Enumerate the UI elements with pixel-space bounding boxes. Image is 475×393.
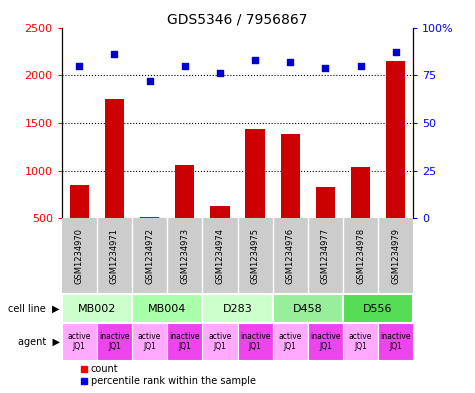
Bar	[62, 323, 97, 360]
Bar	[273, 323, 308, 360]
Bar	[97, 323, 132, 360]
Bar	[62, 294, 132, 323]
Text: inactive
JQ1: inactive JQ1	[170, 332, 200, 351]
Point	[146, 78, 153, 84]
Bar	[308, 323, 343, 360]
Bar	[238, 323, 273, 360]
Bar	[175, 165, 194, 266]
Text: GSM1234979: GSM1234979	[391, 228, 400, 285]
Text: inactive
JQ1: inactive JQ1	[380, 332, 411, 351]
Bar	[351, 167, 370, 266]
Text: active
JQ1: active JQ1	[278, 332, 302, 351]
Text: inactive
JQ1: inactive JQ1	[240, 332, 270, 351]
Text: GSM1234978: GSM1234978	[356, 228, 365, 285]
Bar	[378, 323, 413, 360]
Text: inactive
JQ1: inactive JQ1	[99, 332, 130, 351]
Text: inactive
JQ1: inactive JQ1	[310, 332, 341, 351]
Text: GSM1234974: GSM1234974	[216, 228, 224, 285]
Bar	[246, 129, 265, 266]
Text: D556: D556	[363, 304, 393, 314]
Bar	[105, 99, 124, 266]
Text: active
JQ1: active JQ1	[138, 332, 162, 351]
Bar	[132, 294, 202, 323]
Point	[392, 49, 399, 55]
Text: active
JQ1: active JQ1	[208, 332, 232, 351]
Bar	[386, 61, 405, 266]
Bar	[316, 187, 335, 266]
Bar	[202, 294, 273, 323]
Bar	[210, 206, 229, 266]
Text: GSM1234971: GSM1234971	[110, 228, 119, 285]
Text: GSM1234973: GSM1234973	[180, 228, 189, 285]
Point	[76, 62, 83, 69]
Legend: count, percentile rank within the sample: count, percentile rank within the sample	[77, 361, 260, 390]
Point	[357, 62, 364, 69]
Point	[251, 57, 259, 63]
Point	[216, 70, 224, 76]
Text: GSM1234972: GSM1234972	[145, 228, 154, 285]
Text: active
JQ1: active JQ1	[349, 332, 372, 351]
Text: agent  ▶: agent ▶	[18, 337, 60, 347]
Text: active
JQ1: active JQ1	[67, 332, 91, 351]
Text: GSM1234976: GSM1234976	[286, 228, 294, 285]
Text: MB004: MB004	[148, 304, 186, 314]
Text: GSM1234975: GSM1234975	[251, 228, 259, 285]
Point	[286, 59, 294, 65]
Point	[111, 51, 118, 57]
Title: GDS5346 / 7956867: GDS5346 / 7956867	[167, 12, 308, 26]
Bar	[343, 323, 378, 360]
Text: cell line  ▶: cell line ▶	[9, 304, 60, 314]
Bar	[281, 134, 300, 266]
Text: GSM1234977: GSM1234977	[321, 228, 330, 285]
Text: MB002: MB002	[78, 304, 116, 314]
Text: D283: D283	[223, 304, 252, 314]
Text: D458: D458	[293, 304, 323, 314]
Bar	[70, 185, 89, 266]
Text: GSM1234970: GSM1234970	[75, 228, 84, 285]
Bar	[202, 323, 238, 360]
Point	[322, 64, 329, 71]
Bar	[343, 294, 413, 323]
Bar	[167, 323, 202, 360]
Bar	[132, 323, 167, 360]
Bar	[273, 294, 343, 323]
Bar	[140, 217, 159, 266]
Point	[181, 62, 189, 69]
